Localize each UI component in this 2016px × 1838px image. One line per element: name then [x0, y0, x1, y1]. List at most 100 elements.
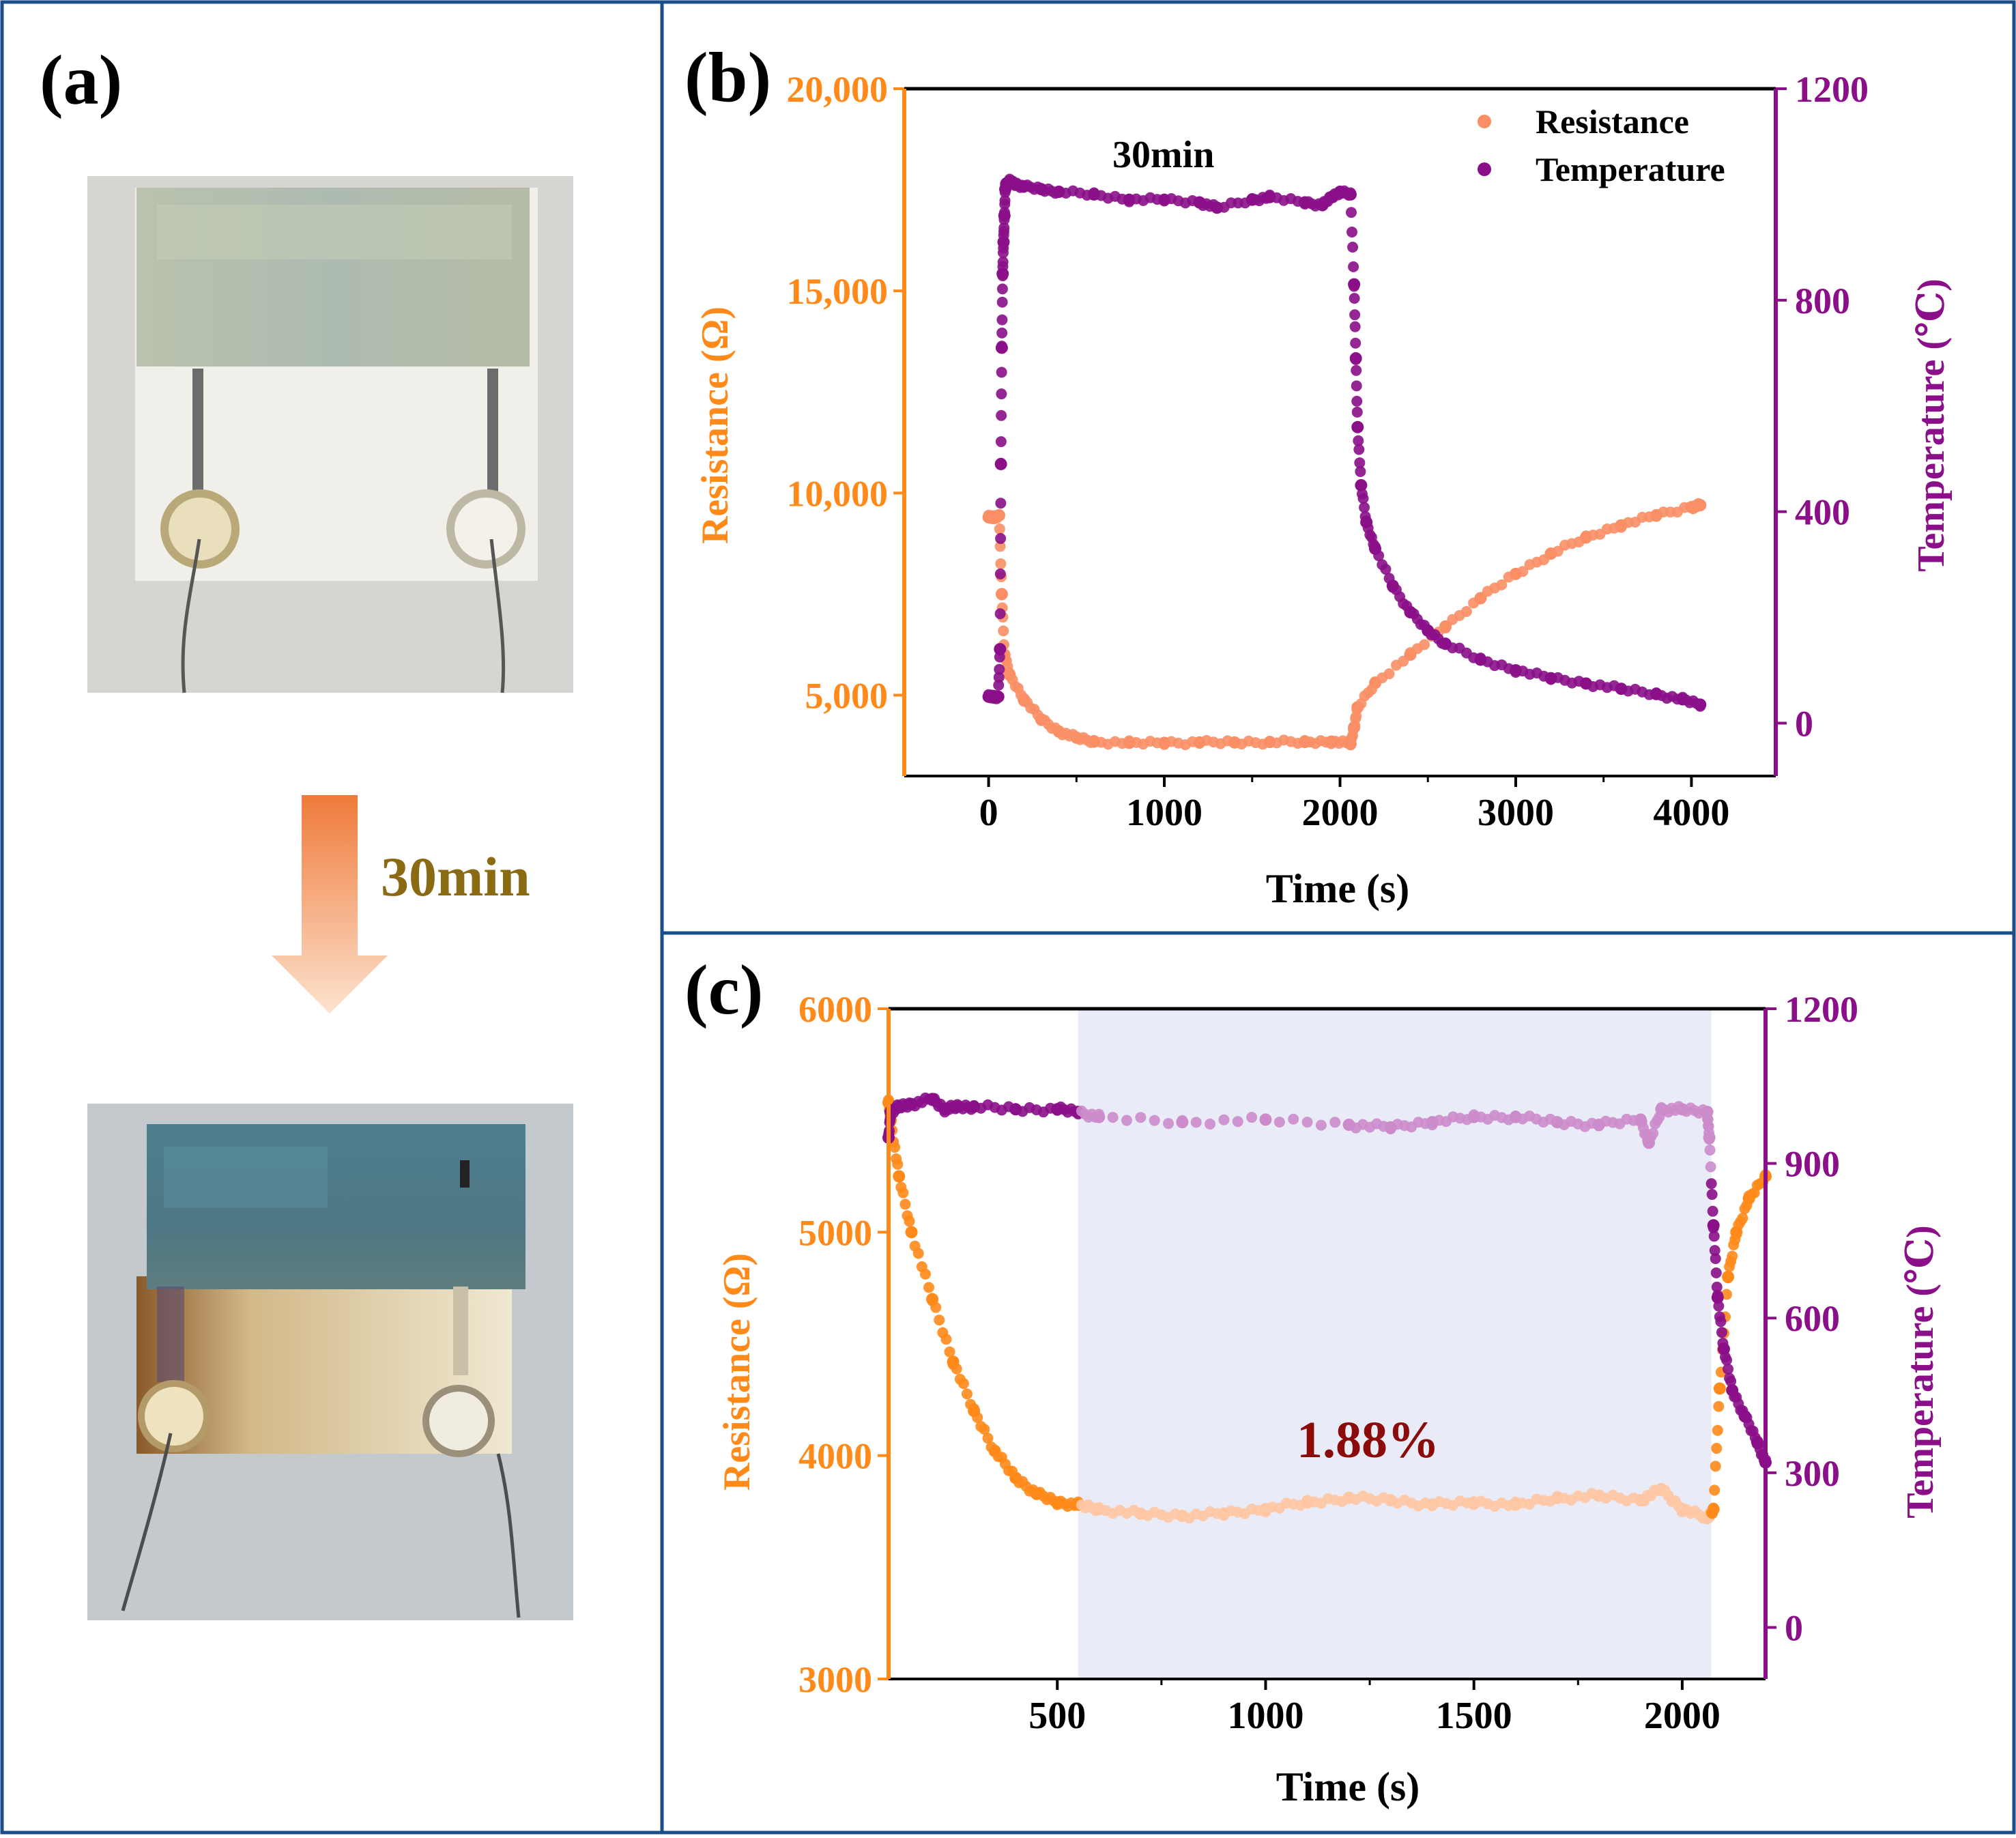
scatter-resistance-197 — [1741, 1200, 1753, 1211]
scatter-resistance-126 — [1517, 566, 1529, 577]
ytick-left-label-3: 20,000 — [787, 69, 889, 110]
chart-b-ylabel-right: Temperature (℃) — [1910, 278, 1953, 571]
chart-c-ylabel-left: Resistance (Ω) — [716, 1253, 758, 1491]
legend-resistance-label: Resistance — [1536, 102, 1689, 141]
series-resistance — [982, 498, 1707, 751]
scatter-temperature-165 — [1369, 541, 1381, 552]
scatter-temperature-43 — [999, 195, 1011, 206]
scatter-temperature-72 — [1177, 1115, 1188, 1126]
scatter-temperature-169 — [1383, 573, 1395, 584]
scatter-temperature-11 — [993, 679, 1005, 691]
scatter-temperature-24 — [996, 367, 1007, 378]
scatter-temperature-16 — [994, 608, 1006, 620]
scatter-temperature-158 — [1359, 502, 1370, 513]
scatter-temperature-14 — [994, 651, 1005, 663]
legend-temperature-label: Temperature — [1536, 150, 1725, 188]
sensor-after-photo — [87, 1104, 573, 1620]
scatter-temperature-70 — [1149, 1115, 1160, 1126]
scatter-resistance-12 — [994, 541, 1006, 552]
scatter-temperature-30 — [997, 270, 1009, 282]
legend-resistance-marker — [1478, 115, 1491, 128]
ytick-right-label-3: 900 — [1785, 1144, 1840, 1185]
scatter-temperature-17 — [994, 568, 1006, 579]
scatter-resistance-31 — [951, 1363, 962, 1375]
scatter-temperature-152 — [1353, 444, 1365, 455]
scatter-temperature-149 — [1351, 406, 1363, 418]
scatter-temperature-163 — [1708, 1231, 1720, 1242]
arrow-time-label: 30min — [381, 846, 530, 908]
scatter-temperature-168 — [1712, 1289, 1723, 1301]
scatter-resistance-39 — [979, 1424, 990, 1435]
scatter-temperature-32 — [997, 256, 1009, 268]
scatter-temperature-82 — [1315, 1119, 1327, 1131]
chart-b-annotation: 30min — [1112, 134, 1214, 176]
scatter-resistance-11 — [892, 1158, 904, 1170]
ytick-left-label-0: 5,000 — [805, 676, 889, 717]
scatter-resistance-23 — [923, 1282, 935, 1293]
scatter-resistance-9 — [889, 1141, 901, 1153]
scatter-resistance-115 — [1439, 622, 1451, 634]
scatter-temperature-38 — [998, 222, 1010, 233]
scatter-temperature-79 — [1273, 1117, 1285, 1128]
scatter-temperature-76 — [1232, 1116, 1243, 1128]
scatter-resistance-176 — [1710, 1461, 1721, 1472]
xtick-label-2: 1500 — [1436, 1695, 1512, 1737]
scatter-resistance-10 — [994, 511, 1005, 522]
scatter-resistance-134 — [1573, 536, 1585, 548]
scatter-temperature-68 — [1121, 1115, 1132, 1126]
scatter-temperature-26 — [996, 327, 1008, 339]
ytick-right-label-0: 0 — [1785, 1607, 1803, 1648]
scatter-temperature-25 — [996, 341, 1007, 352]
scatter-temperature-22 — [996, 410, 1007, 421]
scatter-temperature-157 — [1357, 493, 1369, 504]
scatter-resistance-120 — [1475, 593, 1486, 605]
scatter-resistance-15 — [899, 1198, 911, 1210]
ytick-left-label-0: 3000 — [798, 1659, 872, 1700]
scatter-resistance-12 — [893, 1170, 905, 1181]
scatter-temperature-142 — [1349, 309, 1361, 321]
scatter-resistance-18 — [906, 1227, 917, 1239]
chart-c-panel-label: (c) — [685, 951, 763, 1029]
xtick-label-1: 1000 — [1227, 1695, 1304, 1737]
scatter-temperature-136 — [1345, 207, 1357, 218]
scatter-temperature-162 — [1708, 1222, 1719, 1234]
scatter-resistance-177 — [1711, 1443, 1723, 1454]
scatter-temperature-158 — [1705, 1161, 1716, 1173]
scatter-temperature-169 — [1713, 1300, 1725, 1312]
scatter-temperature-143 — [1349, 321, 1361, 332]
xtick-label-3: 2000 — [1644, 1695, 1720, 1737]
scatter-temperature-78 — [1260, 1113, 1271, 1125]
scatter-temperature-12 — [993, 672, 1005, 683]
scatter-temperature-167 — [1711, 1281, 1723, 1293]
scatter-resistance-13 — [995, 558, 1007, 570]
scatter-temperature-153 — [1354, 457, 1366, 469]
chart-b-marks — [982, 173, 1707, 751]
chart-b-xlabel: Time (s) — [1266, 866, 1410, 911]
legend-temperature-marker — [1478, 162, 1491, 176]
scatter-resistance-180 — [1714, 1383, 1725, 1394]
scatter-temperature-67 — [1107, 1112, 1119, 1123]
scatter-temperature-171 — [1715, 1316, 1727, 1327]
scatter-temperature-21 — [995, 436, 1007, 448]
scatter-resistance-34 — [961, 1388, 973, 1400]
scatter-resistance-28 — [940, 1334, 952, 1345]
chart-c-axes: 500 1000 1500 2000 3000 4000 5000 6000 0 300 600 90… — [798, 989, 1858, 1737]
scatter-resistance-123 — [1496, 579, 1508, 590]
xtick-label-0: 0 — [979, 792, 998, 834]
scatter-temperature-155 — [1355, 479, 1367, 491]
scatter-temperature-29 — [996, 283, 1008, 295]
scatter-temperature-80 — [1288, 1113, 1299, 1125]
scatter-temperature-135 — [1344, 187, 1356, 199]
scatter-temperature-83 — [1329, 1117, 1341, 1128]
scatter-temperature-66 — [1093, 1108, 1105, 1120]
scatter-temperature-157 — [1704, 1145, 1716, 1156]
scatter-resistance-179 — [1713, 1401, 1725, 1412]
series-temperature — [982, 173, 1707, 712]
scatter-temperature-176 — [1721, 1354, 1733, 1366]
scatter-temperature-166 — [1710, 1267, 1722, 1278]
ytick-left-label-3: 6000 — [798, 989, 872, 1030]
scatter-temperature-144 — [1350, 337, 1362, 349]
scatter-resistance-178 — [1712, 1424, 1723, 1436]
scatter-temperature-73 — [1190, 1117, 1202, 1128]
